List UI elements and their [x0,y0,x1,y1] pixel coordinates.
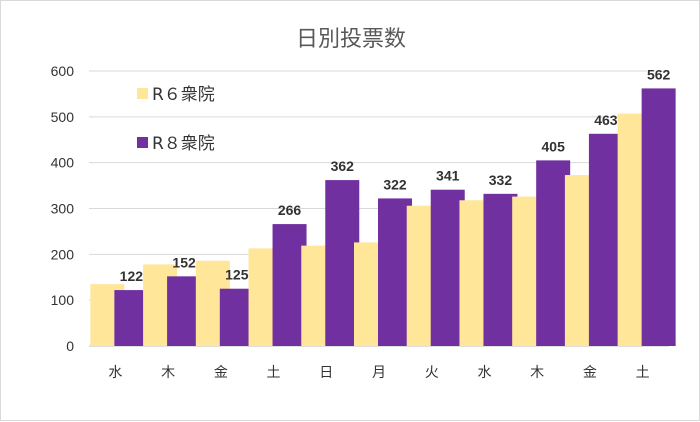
x-tick-label: 月 [372,365,386,381]
data-label-r8: 125 [225,267,249,283]
bar-r8 [167,276,202,346]
x-tick-label: 水 [477,365,491,381]
y-tick-label: 300 [51,201,75,217]
y-tick-label: 400 [51,155,75,171]
data-label-r8: 332 [489,172,513,188]
x-tick-label: 土 [636,365,650,381]
bar-r8 [483,193,518,346]
x-tick-label: 金 [583,365,597,381]
legend-label-r8: R８衆院 [152,134,215,154]
legend-swatch-r8 [137,137,148,148]
bar-r8 [219,288,254,346]
bar-r8 [272,224,307,346]
y-tick-label: 600 [51,63,75,79]
x-tick-label: 火 [425,365,439,381]
bar-r8 [588,133,623,346]
data-labels: 122 152 125 266 362 322 341 332 405 463 562 [120,66,671,284]
data-label-r8: 341 [436,168,460,184]
data-label-r8: 152 [172,254,196,270]
bar-r8 [325,180,360,346]
y-tick-label: 200 [51,246,75,262]
bar-r8 [536,160,571,346]
bar-r8 [114,290,149,346]
data-label-r8: 405 [542,138,566,154]
bar-r8 [641,88,676,347]
y-tick-label: 0 [66,338,74,354]
bar-r8 [430,189,465,346]
x-tick-label: 土 [267,365,281,381]
bars [90,88,676,347]
x-tick-label: 日 [319,365,333,381]
data-label-r8: 266 [278,202,302,218]
data-label-r8: 362 [331,158,355,174]
legend-label-r6: R６衆院 [152,85,215,105]
legend: R６衆院 R８衆院 [137,85,215,154]
data-label-r8: 122 [120,268,144,284]
legend-swatch-r6 [137,88,148,99]
y-tick-label: 500 [51,109,75,125]
x-tick-label: 木 [161,365,175,381]
x-tick-label: 木 [530,365,544,381]
x-axis-ticks: 水木金土日月火水木金土 [108,365,649,381]
data-label-r8: 463 [594,112,618,128]
bar-r8 [378,198,412,346]
x-tick-label: 水 [108,365,122,381]
data-label-r8: 562 [647,66,671,82]
chart-title: 日別投票数 [296,27,406,52]
y-tick-label: 100 [51,292,75,308]
x-tick-label: 金 [214,365,228,381]
data-label-r8: 322 [383,176,407,192]
y-axis-ticks: 0 100 200 300 400 500 600 [51,63,75,354]
